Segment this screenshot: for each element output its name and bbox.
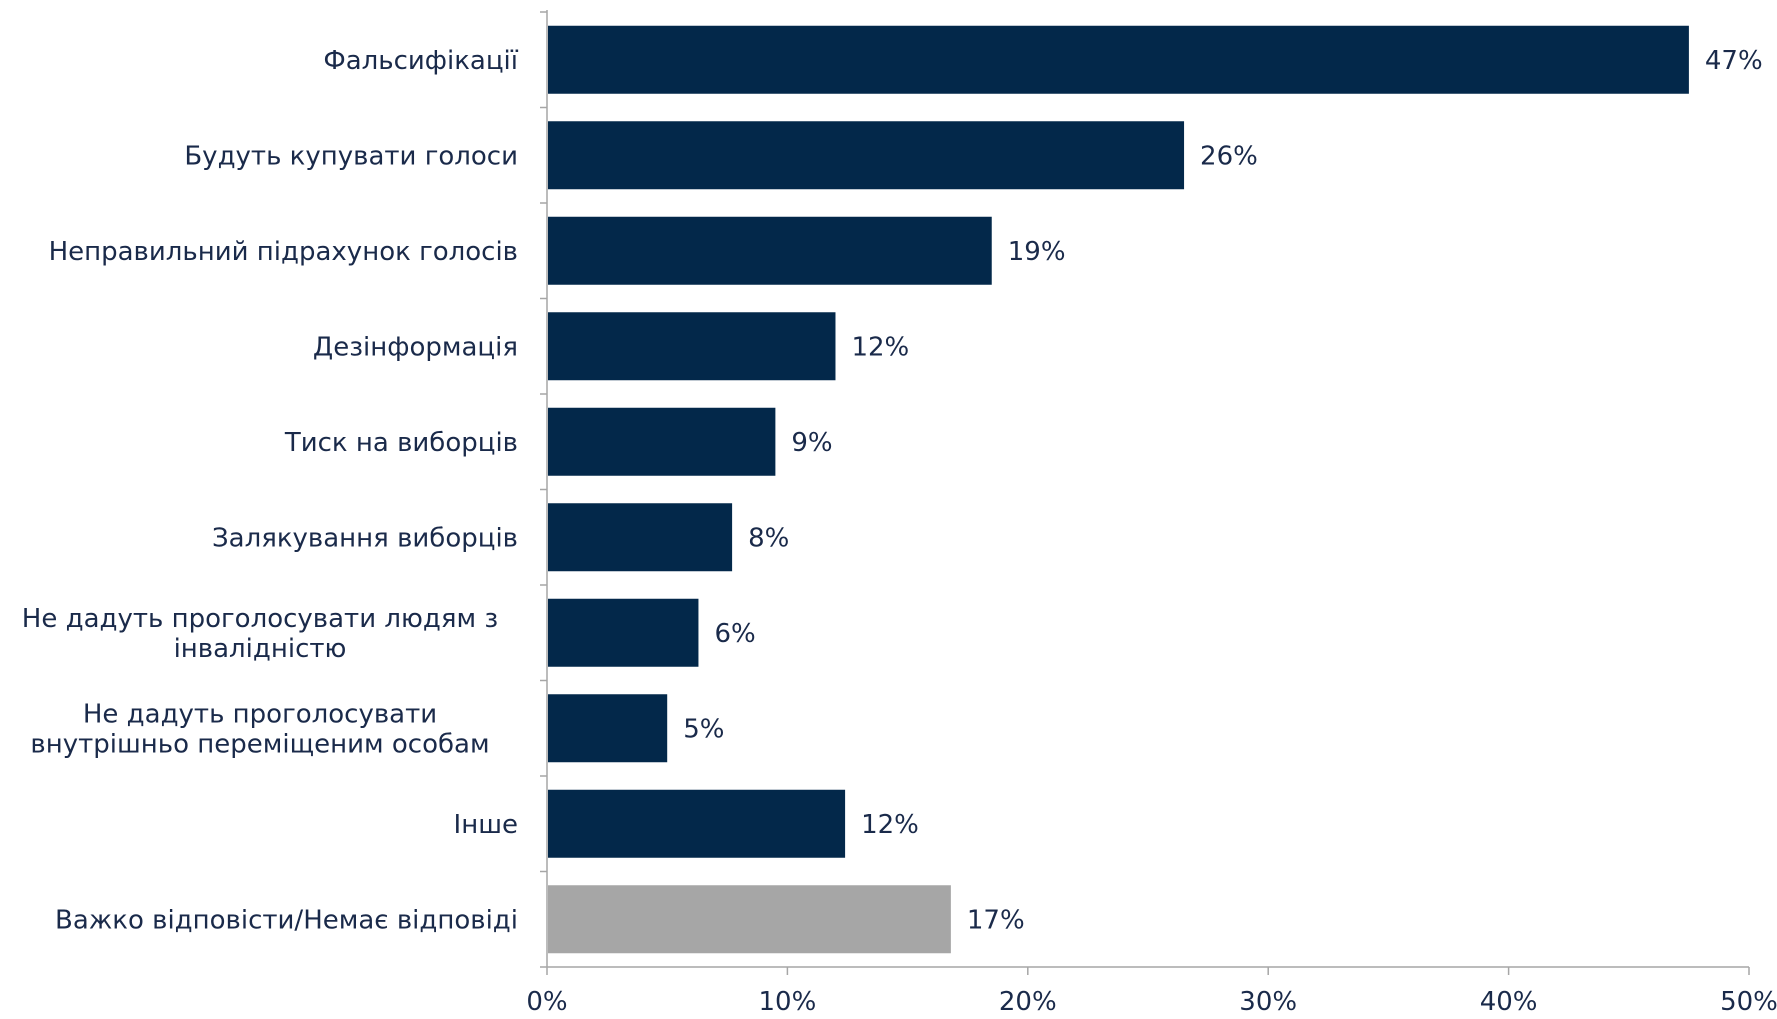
category-label-line: Неправильний підрахунок голосів [49, 237, 518, 267]
category-label: Не дадуть проголосувати людям з інвалідні… [22, 604, 498, 664]
category-label: Будуть купувати голоси [184, 141, 518, 171]
bar [548, 598, 699, 667]
bar [548, 312, 836, 381]
bar [548, 216, 992, 285]
category-label-line: інвалідністю [174, 634, 347, 664]
x-tick-label: 50% [1720, 987, 1777, 1017]
category-label-line: Не дадуть проголосувати [83, 699, 437, 729]
bar [548, 789, 846, 858]
category-labels-group: Фальсифікації Будуть купувати голоси Непра… [22, 46, 519, 936]
category-label-line: Тиск на виборців [284, 428, 518, 458]
category-label-line: Будуть купувати голоси [184, 141, 518, 171]
category-label: Дезінформація [313, 332, 518, 362]
x-tick-label: 20% [999, 987, 1057, 1017]
value-label: 12% [851, 332, 909, 362]
bar [548, 25, 1689, 94]
category-label-line: Важко відповісти/Немає відповіді [55, 905, 518, 935]
axes-group: 0% 10% 20% 30% 40% 50% [526, 10, 1777, 1017]
category-label: Тиск на виборців [284, 428, 518, 458]
bars-group [548, 25, 1689, 954]
category-label-line: Дезінформація [313, 332, 518, 362]
category-label-line: Інше [454, 810, 518, 840]
category-label-line: Фальсифікації [323, 46, 518, 76]
category-label-line: внутрішньо переміщеним особам [30, 729, 489, 759]
value-label: 26% [1200, 141, 1258, 171]
bar [548, 885, 951, 954]
x-tick-label: 0% [526, 987, 567, 1017]
category-label: Залякування виборців [212, 523, 518, 553]
x-tick-label: 40% [1480, 987, 1538, 1017]
value-labels-group: 47% 26% 19% 12% 9% 8% 6% 5% 12% 17% [683, 46, 1762, 936]
value-label: 6% [714, 619, 755, 649]
bar [548, 503, 733, 572]
bar [548, 121, 1185, 190]
category-label: Неправильний підрахунок голосів [49, 237, 518, 267]
value-label: 17% [967, 905, 1025, 935]
value-label: 8% [748, 523, 789, 553]
value-label: 47% [1705, 46, 1763, 76]
category-label: Важко відповісти/Немає відповіді [55, 905, 518, 935]
category-label: Фальсифікації [323, 46, 518, 76]
category-label-line: Залякування виборців [212, 523, 518, 553]
bar [548, 407, 776, 476]
value-label: 9% [791, 428, 832, 458]
category-label: Інше [454, 810, 518, 840]
value-label: 12% [861, 810, 919, 840]
category-label: Не дадуть проголосувати внутрішньо перемі… [30, 699, 489, 759]
x-tick-label: 30% [1239, 987, 1297, 1017]
x-tick-label: 10% [759, 987, 817, 1017]
bar [548, 694, 668, 763]
category-label-line: Не дадуть проголосувати людям з [22, 604, 498, 634]
value-label: 19% [1008, 237, 1066, 267]
value-label: 5% [683, 714, 724, 744]
